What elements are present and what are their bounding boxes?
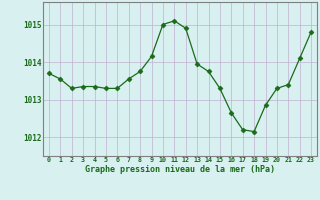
X-axis label: Graphe pression niveau de la mer (hPa): Graphe pression niveau de la mer (hPa)	[85, 165, 275, 174]
